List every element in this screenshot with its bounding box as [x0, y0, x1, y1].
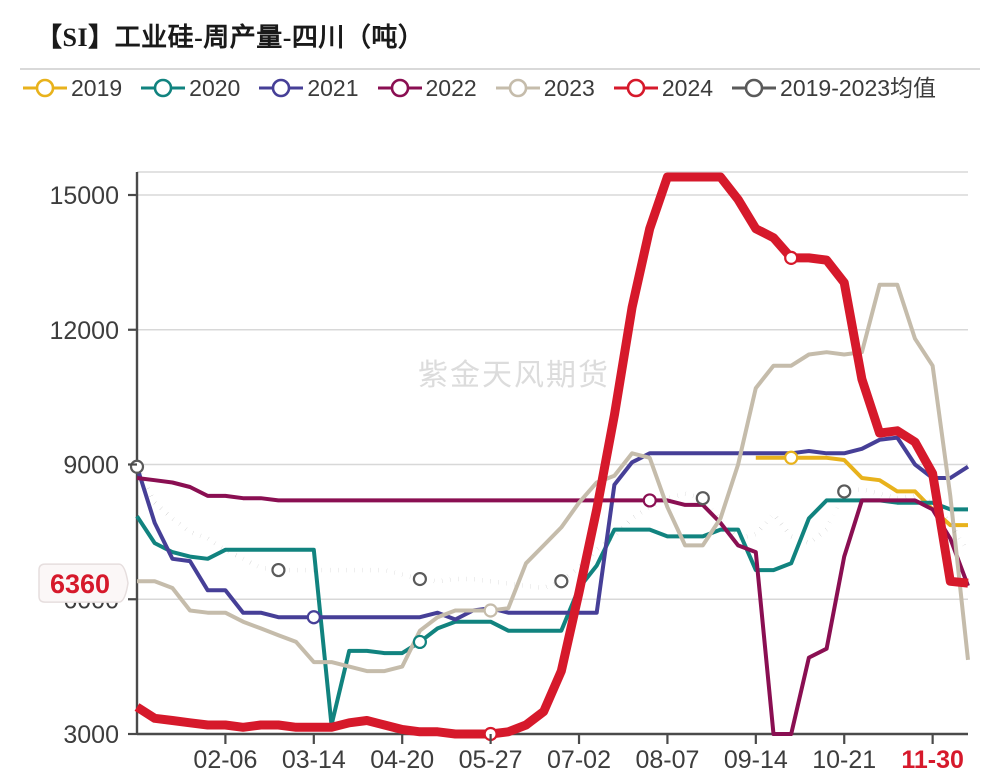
- data-point-marker-2024: [784, 250, 799, 265]
- series-line-2023: [137, 282, 970, 674]
- x-tick-label: 09-14: [724, 746, 788, 773]
- y-tick-label: 12000: [49, 317, 119, 345]
- legend-swatch-icon: [377, 78, 422, 98]
- legend-swatch-icon: [732, 78, 777, 98]
- y-tick-label: 15000: [49, 182, 119, 210]
- value-callout-6360: 6360: [38, 563, 129, 603]
- data-point-marker-2021: [306, 610, 321, 625]
- x-tick-label: 02-06: [193, 746, 257, 773]
- x-tick-label: 08-07: [635, 746, 699, 773]
- series-lines: [134, 172, 970, 739]
- legend-item-label: 2022: [425, 74, 477, 101]
- legend-item-label: 2021: [307, 74, 359, 101]
- watermark-text: 紫金天风期货: [418, 359, 610, 392]
- data-point-marker-2019: [784, 450, 799, 465]
- data-point-marker-2022: [642, 493, 657, 508]
- legend-item-2019-2023均值[interactable]: 2019-2023均值: [731, 76, 936, 100]
- data-point-marker-2019-2023均值: [412, 571, 427, 587]
- legend-swatch-icon: [259, 78, 304, 98]
- legend-item-label: 2019-2023均值: [780, 74, 937, 101]
- data-point-marker-2023: [483, 603, 498, 618]
- series-line-2020: [135, 498, 968, 727]
- series-line-2024: [134, 172, 969, 739]
- legend-item-2020[interactable]: 2020: [140, 76, 240, 100]
- legend-swatch-icon: [495, 78, 540, 98]
- data-point-marker-2019-2023均值: [129, 459, 145, 474]
- axes: [135, 172, 968, 736]
- legend-item-2019[interactable]: 2019: [22, 76, 122, 100]
- page-title: 【SI】工业硅-周产量-四川（吨）: [36, 23, 425, 52]
- x-tick-label: 07-02: [547, 746, 611, 773]
- line-chart-plot: 紫金天风期货 3000600090001200015000 02-0603-14…: [38, 171, 970, 773]
- data-point-marker-2019-2023均值: [554, 574, 569, 589]
- y-tick-label: 3000: [63, 721, 119, 749]
- y-axis-tick-labels: 3000600090001200015000: [49, 182, 137, 749]
- legend-item-label: 2019: [71, 74, 123, 101]
- legend-swatch-icon: [23, 78, 67, 98]
- data-point-marker-2019-2023均值: [271, 562, 286, 578]
- legend-swatch-icon: [613, 78, 658, 98]
- x-tick-label: 10-21: [812, 746, 876, 773]
- legend-item-label: 2024: [661, 74, 714, 101]
- series-line-2022: [136, 476, 970, 736]
- data-point-marker-2019-2023均值: [695, 491, 710, 506]
- data-point-marker-2019-2023均值: [837, 484, 852, 499]
- callout-value: 6360: [50, 569, 110, 599]
- x-tick-label: 05-27: [459, 746, 523, 773]
- data-point-marker-2020: [412, 634, 427, 650]
- legend-item-2024[interactable]: 2024: [613, 76, 713, 100]
- legend-swatch-icon: [141, 78, 186, 98]
- legend-item-2023[interactable]: 2023: [495, 76, 595, 100]
- x-tick-label-current: 11-30: [901, 746, 964, 773]
- chart-legend: 2019 2020 2021 2022 2023 2024 2019-2023均值: [22, 76, 936, 100]
- x-axis-tick-labels: 02-06 03-14 04-20 05-27 07-02 08-07 09-14 10-21…: [193, 734, 964, 773]
- legend-item-label: 2023: [543, 74, 595, 101]
- legend-item-2021[interactable]: 2021: [258, 74, 359, 101]
- legend-divider: [20, 68, 980, 70]
- y-tick-label: 9000: [63, 452, 119, 480]
- x-tick-label: 03-14: [282, 746, 346, 773]
- legend-item-label: 2020: [189, 74, 241, 101]
- callout-bubble: [38, 563, 129, 603]
- series-line-2021: [135, 435, 970, 622]
- x-tick-label: 04-20: [370, 746, 434, 773]
- legend-item-2022[interactable]: 2022: [377, 76, 477, 100]
